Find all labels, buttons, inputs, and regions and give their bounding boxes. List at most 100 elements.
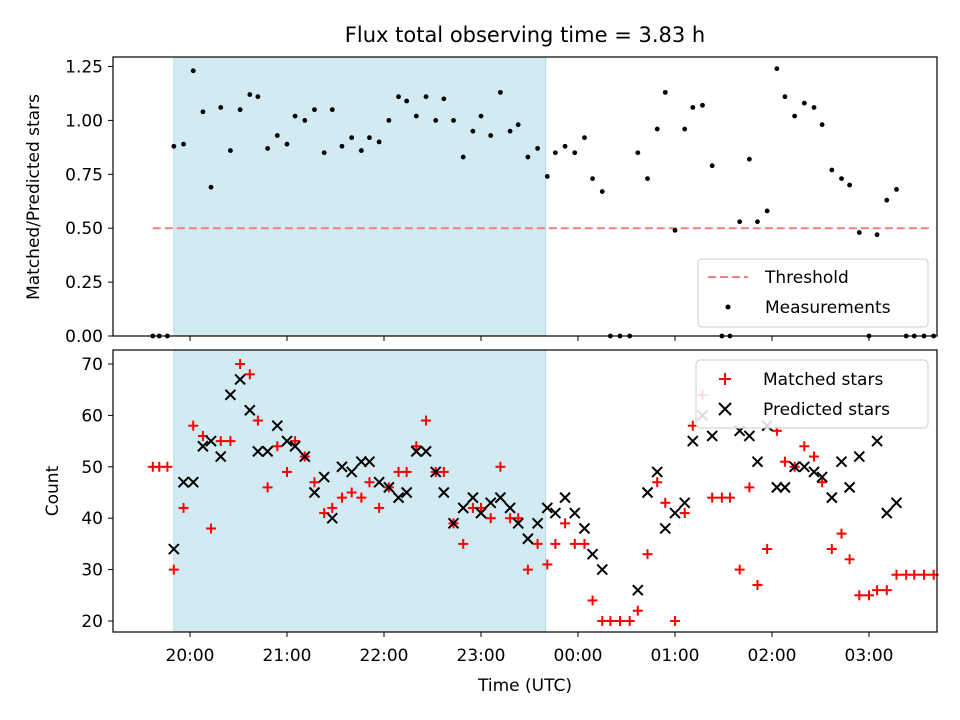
measurement-point bbox=[839, 176, 844, 182]
measurement-point bbox=[894, 186, 899, 192]
predicted-star-point bbox=[187, 476, 199, 488]
measurement-point bbox=[662, 89, 668, 95]
chart-title: Flux total observing time = 3.83 h bbox=[345, 23, 705, 47]
measurement-point bbox=[329, 107, 335, 113]
measurement-point bbox=[700, 102, 705, 108]
matched-star-point bbox=[707, 492, 718, 503]
bottom-xtick-label: 23:00 bbox=[457, 646, 506, 666]
predicted-star-point bbox=[669, 507, 681, 519]
predicted-star-point bbox=[383, 481, 395, 494]
predicted-star-point bbox=[871, 435, 883, 447]
measurement-point bbox=[682, 126, 688, 132]
predicted-star-point bbox=[798, 461, 811, 473]
matched-star-point bbox=[587, 595, 598, 606]
measurement-point bbox=[755, 219, 760, 225]
bottom-legend: Matched stars Predicted stars bbox=[695, 359, 929, 429]
predicted-star-point bbox=[400, 486, 413, 499]
measurement-point bbox=[672, 227, 678, 233]
matched-star-point bbox=[438, 466, 449, 477]
measurement-point bbox=[746, 156, 752, 162]
top-legend: Threshold Measurements bbox=[697, 258, 929, 328]
matched-star-point bbox=[844, 554, 855, 565]
predicted-star-point bbox=[771, 481, 783, 494]
predicted-star-point bbox=[826, 491, 838, 504]
top-axes-frame bbox=[112, 56, 938, 337]
measurement-point bbox=[792, 113, 798, 119]
bottom-xtick-label: 22:00 bbox=[360, 646, 409, 666]
bottom-ytick-label: 40 bbox=[81, 509, 103, 529]
measurement-point bbox=[171, 143, 177, 149]
predicted-star-point bbox=[504, 502, 516, 514]
measurement-point bbox=[535, 146, 540, 151]
matched-star-point bbox=[660, 497, 671, 508]
matched-star-point bbox=[670, 616, 680, 626]
predicted-star-point bbox=[569, 507, 581, 519]
bottom-ytick-label: 70 bbox=[81, 355, 103, 375]
matched-star-point bbox=[752, 580, 763, 591]
matched-star-point bbox=[872, 585, 883, 596]
predicted-star-point bbox=[531, 517, 544, 530]
matched-star-point bbox=[476, 502, 486, 513]
matched-star-point bbox=[411, 441, 422, 452]
matched-star-point bbox=[779, 456, 790, 467]
bottom-ytick-label: 30 bbox=[81, 561, 103, 581]
bottom-xtick-label: 00:00 bbox=[554, 646, 603, 666]
bottom-ylabel: Count bbox=[43, 465, 63, 516]
measurement-point bbox=[237, 107, 243, 113]
predicted-star-point bbox=[678, 497, 691, 509]
measurement-point bbox=[782, 94, 788, 100]
matched-star-point bbox=[854, 590, 865, 601]
predicted-star-point bbox=[467, 491, 479, 504]
matched-star-point bbox=[579, 538, 590, 549]
matched-star-point bbox=[624, 616, 635, 626]
bottom-xtick-label: 20:00 bbox=[166, 646, 215, 666]
measurement-point bbox=[312, 107, 317, 113]
predicted-star-point bbox=[641, 486, 654, 499]
measurement-point bbox=[874, 232, 880, 238]
matched-star-point bbox=[724, 492, 735, 503]
matched-star-point bbox=[532, 538, 543, 549]
predicted-star-point bbox=[484, 497, 497, 509]
measurement-point bbox=[562, 143, 568, 149]
predicted-star-point bbox=[244, 404, 256, 416]
matched-star-point bbox=[252, 415, 263, 426]
measurement-point bbox=[367, 135, 372, 141]
matched-star-point bbox=[864, 590, 874, 601]
legend-threshold-label: Threshold bbox=[764, 268, 849, 288]
top-panel: 0.00 0.25 0.50 0.75 1.00 1.25 Matched/Predict… bbox=[24, 56, 938, 347]
measurement-point bbox=[599, 189, 605, 194]
measurement-point bbox=[386, 118, 392, 123]
measurement-point bbox=[544, 174, 550, 179]
matched-star-point bbox=[168, 564, 179, 575]
measurement-point bbox=[572, 150, 578, 156]
measurement-point bbox=[811, 105, 817, 110]
matched-star-point bbox=[206, 523, 217, 534]
matched-star-point bbox=[346, 487, 357, 498]
measurement-point bbox=[884, 197, 890, 203]
bottom-axes-frame bbox=[112, 349, 938, 633]
matched-star-point bbox=[336, 492, 347, 503]
matched-star-point bbox=[569, 538, 580, 549]
top-ytick-label: 0.00 bbox=[65, 327, 103, 347]
matched-star-point bbox=[605, 616, 616, 626]
matched-star-point bbox=[809, 451, 820, 462]
predicted-star-point bbox=[205, 435, 217, 447]
matched-star-point bbox=[652, 477, 663, 488]
predicted-star-point bbox=[438, 486, 450, 499]
top-shaded-span bbox=[173, 56, 547, 337]
matched-star-point bbox=[550, 538, 561, 549]
matched-star-point bbox=[679, 508, 690, 519]
predicted-star-point bbox=[512, 517, 524, 530]
matched-star-point bbox=[215, 436, 226, 447]
measurement-point bbox=[515, 122, 521, 128]
predicted-star-point bbox=[345, 466, 358, 478]
matched-star-point bbox=[918, 569, 929, 580]
matched-star-point bbox=[282, 466, 292, 477]
matched-star-point bbox=[881, 585, 892, 596]
top-ytick-label: 1.00 bbox=[65, 111, 103, 131]
predicted-star-point bbox=[632, 584, 644, 596]
matched-star-point bbox=[262, 482, 273, 493]
measurement-point bbox=[709, 163, 715, 169]
predicted-star-point bbox=[586, 548, 599, 560]
predicted-star-point bbox=[392, 491, 405, 504]
